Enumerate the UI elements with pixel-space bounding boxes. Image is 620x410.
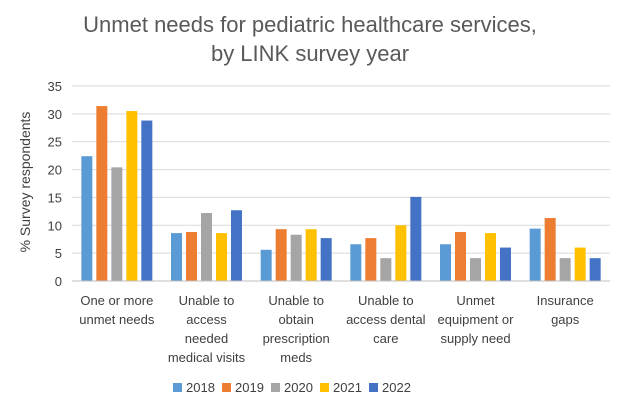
bar-2019-cat-3 [365, 238, 377, 281]
category-label: Insurance [537, 293, 594, 308]
chart-title: Unmet needs for pediatric healthcare ser… [83, 12, 537, 66]
y-tick-label: 30 [48, 107, 62, 122]
bar-2022-cat-0 [141, 120, 153, 282]
legend-swatch-2020 [271, 383, 280, 392]
category-label: needed [185, 331, 228, 346]
bar-2021-cat-2 [305, 229, 317, 281]
category-label: gaps [551, 312, 580, 327]
category-label: obtain [278, 312, 313, 327]
category-label: equipment or [438, 312, 515, 327]
y-axis-label: % Survey respondents [17, 112, 33, 253]
bar-2019-cat-2 [275, 229, 287, 281]
bar-2020-cat-4 [470, 258, 481, 281]
y-tick-label: 25 [48, 135, 62, 150]
legend-swatch-2019 [222, 383, 231, 392]
y-tick-label: 5 [55, 246, 62, 261]
y-tick-label: 10 [48, 218, 62, 233]
legend-label-2022: 2022 [382, 380, 411, 395]
category-label: prescription [263, 331, 330, 346]
bar-2020-cat-0 [111, 167, 123, 281]
y-axis-ticks: 0 5 10 15 20 25 30 35 [48, 79, 62, 289]
category-label: Unable to [268, 293, 324, 308]
bar-2021-cat-5 [574, 247, 586, 281]
legend-label-2021: 2021 [333, 380, 362, 395]
legend-swatch-2018 [173, 383, 182, 392]
y-tick-label: 0 [55, 274, 62, 289]
bar-2021-cat-4 [485, 233, 496, 281]
bar-2022-cat-2 [320, 238, 332, 281]
bar-2019-cat-0 [96, 106, 108, 281]
category-label: Unmet [456, 293, 495, 308]
category-label: meds [280, 350, 312, 365]
y-tick-label: 15 [48, 190, 62, 205]
bar-2018-cat-3 [350, 244, 362, 281]
bar-2018-cat-5 [529, 228, 541, 281]
y-tick-label: 35 [48, 79, 62, 94]
legend-label-2018: 2018 [186, 380, 215, 395]
category-label: care [373, 331, 398, 346]
bar-2020-cat-1 [201, 213, 212, 281]
chart-title-line-1: Unmet needs for pediatric healthcare ser… [83, 12, 537, 37]
bar-2022-cat-5 [589, 258, 601, 281]
bar-2019-cat-4 [455, 231, 466, 281]
category-labels: One or more unmet needs Unable to access nee… [79, 293, 593, 365]
bar-2018-cat-1 [171, 233, 182, 281]
bar-2020-cat-2 [290, 234, 302, 281]
category-label: Unable to [179, 293, 235, 308]
legend: 2018 2019 2020 2021 2022 [173, 380, 411, 395]
category-label: access [186, 312, 227, 327]
category-label: access dental [346, 312, 426, 327]
bar-2020-cat-3 [380, 258, 392, 281]
bar-2022-cat-3 [410, 196, 422, 281]
legend-label-2020: 2020 [284, 380, 313, 395]
category-label: supply need [440, 331, 510, 346]
bar-2022-cat-4 [500, 247, 511, 281]
bar-2019-cat-1 [186, 231, 197, 281]
legend-swatch-2021 [320, 383, 329, 392]
bar-2018-cat-0 [81, 156, 93, 281]
bar-2020-cat-5 [559, 258, 571, 281]
gridlines [72, 85, 610, 254]
bar-2018-cat-4 [440, 244, 451, 281]
category-label: medical visits [168, 350, 246, 365]
bar-2019-cat-5 [544, 218, 556, 281]
y-tick-label: 20 [48, 163, 62, 178]
category-label: Unable to [358, 293, 414, 308]
bar-2018-cat-2 [260, 249, 272, 281]
category-label: unmet needs [79, 312, 155, 327]
bar-2021-cat-1 [216, 233, 227, 281]
bar-2021-cat-0 [126, 111, 138, 281]
category-label: One or more [80, 293, 153, 308]
legend-label-2019: 2019 [235, 380, 264, 395]
chart-title-line-2: by LINK survey year [211, 41, 409, 66]
bar-2021-cat-3 [395, 225, 407, 281]
legend-swatch-2022 [369, 383, 378, 392]
bars [81, 106, 601, 282]
bar-2022-cat-1 [231, 210, 242, 281]
